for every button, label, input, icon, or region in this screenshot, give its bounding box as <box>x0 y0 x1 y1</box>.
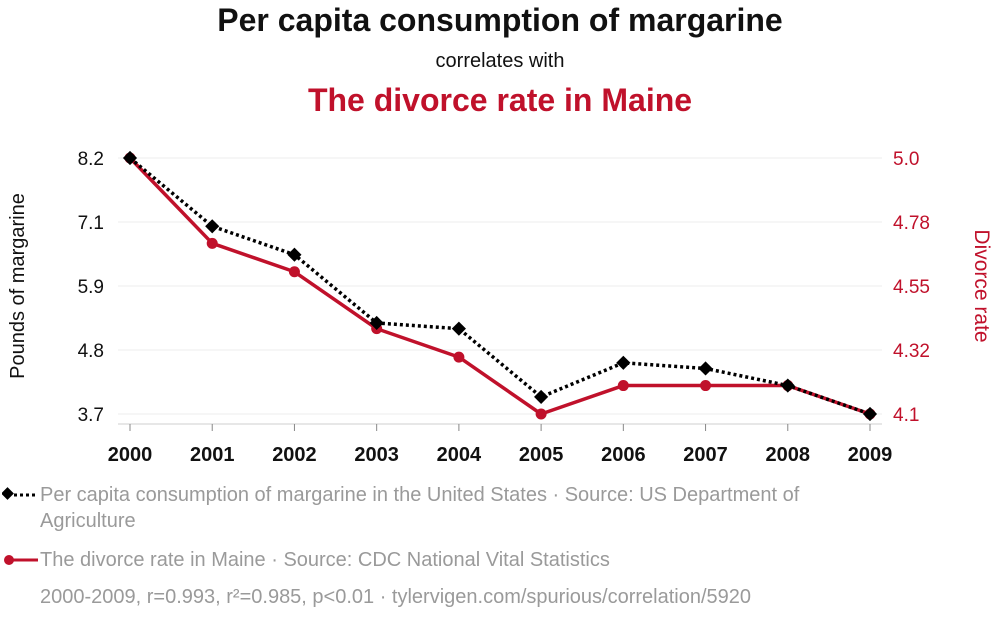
footnote: 2000-2009, r=0.993, r²=0.985, p<0.01 · t… <box>40 586 751 608</box>
x-tick-label: 2008 <box>766 444 811 466</box>
series-markers <box>122 150 878 422</box>
margarine-point <box>698 361 713 376</box>
divorce-point <box>453 351 465 363</box>
y-right-tick-label: 5.0 <box>893 149 919 170</box>
divorce-point <box>206 237 218 249</box>
series-line-divorce <box>128 156 871 416</box>
y-left-tick-label: 8.2 <box>78 149 104 170</box>
y-left-tick-label: 4.8 <box>78 341 104 362</box>
x-tick-label: 2001 <box>190 444 235 466</box>
chart-subtitle: correlates with <box>435 50 565 72</box>
divorce-point <box>535 408 547 420</box>
y-right-tick-label: 4.1 <box>893 405 919 426</box>
series-line-margarine <box>128 156 871 416</box>
y-right-tick-label: 4.32 <box>893 341 930 362</box>
chart-title: Per capita consumption of margarine <box>217 2 783 38</box>
margarine-point <box>616 355 631 370</box>
y-axis-right-label: Divorce rate <box>970 229 993 342</box>
legend-label-margarine: Per capita consumption of margarine in t… <box>40 484 800 532</box>
divorce-point <box>288 266 300 278</box>
axes: 8.2 5.0 7.1 4.78 5.9 4.55 4.8 4.32 3.7 4.1 2000 200… <box>78 149 930 466</box>
x-tick-label: 2009 <box>848 444 893 466</box>
margarine-point <box>369 315 384 331</box>
gridlines <box>118 157 882 415</box>
margarine-point <box>780 378 795 393</box>
margarine-point <box>287 247 302 262</box>
x-tick-label: 2000 <box>108 444 153 466</box>
margarine-point <box>205 219 220 234</box>
y-left-tick-label: 3.7 <box>78 405 104 426</box>
x-tick-label: 2007 <box>683 444 728 466</box>
divorce-point <box>617 380 629 392</box>
x-tick-label: 2006 <box>601 444 646 466</box>
margarine-point <box>534 389 549 405</box>
x-tick-label: 2003 <box>354 444 399 466</box>
divorce-point <box>700 380 712 392</box>
y-left-tick-label: 5.9 <box>78 277 104 298</box>
legend-marker-divorce <box>4 555 38 565</box>
y-left-tick-label: 7.1 <box>78 213 104 234</box>
x-tick-label: 2005 <box>519 444 564 466</box>
y-right-tick-label: 4.78 <box>893 213 930 234</box>
x-tick-label: 2004 <box>437 444 482 466</box>
chart-title-secondary: The divorce rate in Maine <box>307 82 693 118</box>
y-right-tick-label: 4.55 <box>893 277 930 298</box>
margarine-point <box>862 406 878 422</box>
legend-label-divorce: The divorce rate in Maine · Source: CDC … <box>40 549 610 571</box>
x-tick-label: 2002 <box>272 444 317 466</box>
series-lines <box>128 156 871 416</box>
legend-marker-margarine <box>2 487 38 500</box>
margarine-point <box>451 321 466 336</box>
y-axis-left-label: Pounds of margarine <box>7 193 29 379</box>
